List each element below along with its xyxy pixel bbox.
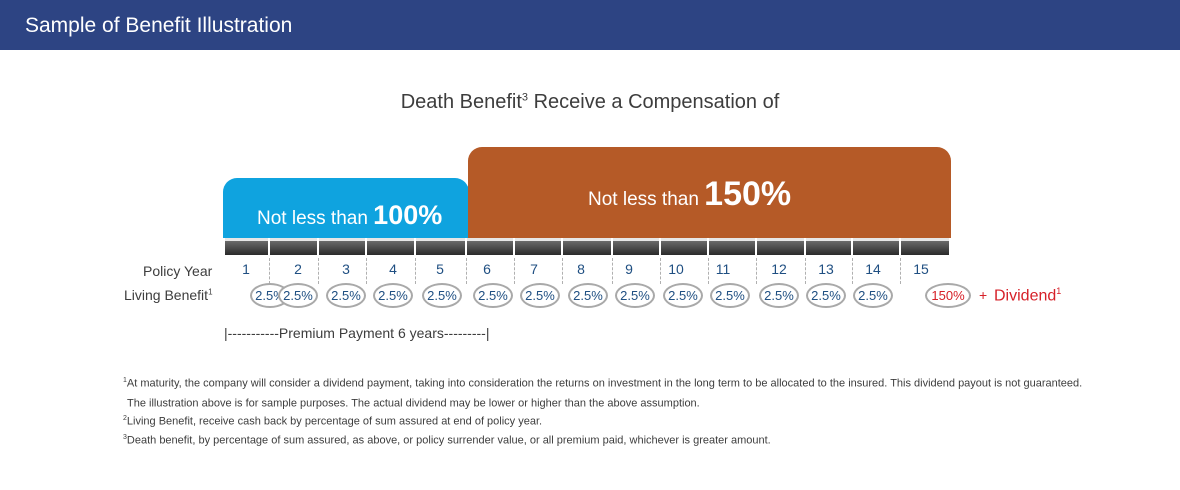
living-benefit-label: Living Benefit1 [124, 287, 213, 303]
timeline-segment [515, 238, 561, 255]
page-title: Death Benefit3 Receive a Compensation of [0, 91, 1180, 114]
year-divider [900, 258, 901, 284]
timeline-segment [806, 238, 851, 255]
death-benefit-100-box: Not less than 100% [223, 178, 469, 238]
dividend-label: Dividend1 [994, 286, 1061, 305]
timeline-segment [661, 238, 707, 255]
living-benefit-value: 2.5% [615, 283, 655, 308]
policy-year: 14 [865, 261, 881, 277]
year-divider [466, 258, 467, 284]
living-benefit-value: 2.5% [473, 283, 513, 308]
year-divider [415, 258, 416, 284]
policy-year: 11 [715, 261, 731, 277]
policy-year: 6 [483, 261, 491, 277]
timeline-segment [613, 238, 659, 255]
year-divider [562, 258, 563, 284]
title-text: Death Benefit [400, 91, 522, 113]
header-bar: Sample of Benefit Illustration [0, 0, 1180, 50]
year-divider [318, 258, 319, 284]
header-title: Sample of Benefit Illustration [25, 14, 293, 37]
timeline-segment [901, 238, 949, 255]
living-benefit-value: 2.5% [759, 283, 799, 308]
footnote-text: Death benefit, by percentage of sum assu… [126, 434, 771, 447]
policy-year: 12 [771, 261, 787, 277]
policy-year: 5 [436, 261, 444, 277]
dividend-text: Dividend [994, 287, 1057, 305]
year-divider [805, 258, 806, 284]
footnote-text: The illustration above is for sample pur… [127, 397, 700, 410]
policy-year: 7 [530, 261, 538, 277]
box2-prefix: Not less than [588, 189, 705, 210]
footnote: 2Living Benefit, receive cash back by pe… [123, 415, 542, 428]
policy-year-label: Policy Year [143, 263, 213, 279]
policy-year: 10 [668, 261, 684, 277]
timeline-segment [416, 238, 465, 255]
living-benefit-value: 2.5% [853, 283, 893, 308]
dividend-footnote-ref: 1 [1056, 286, 1062, 296]
year-divider [514, 258, 515, 284]
policy-year: 1 [242, 261, 250, 277]
box1-label: Not less than 100% [257, 200, 442, 231]
policy-year: 8 [577, 261, 585, 277]
footnote: 3Death benefit, by percentage of sum ass… [123, 434, 771, 447]
title-rest: Receive a Compensation of [528, 91, 780, 113]
policy-year: 3 [342, 261, 350, 277]
living-benefit-value: 2.5% [663, 283, 703, 308]
policy-year: 13 [818, 261, 834, 277]
timeline-segment [757, 238, 804, 255]
living-benefit-value: 2.5% [806, 283, 846, 308]
year-divider [756, 258, 757, 284]
footnote-number: 1 [123, 377, 127, 384]
timeline-segment [853, 238, 899, 255]
living-benefit-value: 2.5% [422, 283, 462, 308]
policy-year: 9 [625, 261, 633, 277]
box2-value: 150% [704, 175, 792, 213]
box1-value: 100% [373, 200, 443, 230]
year-divider [660, 258, 661, 284]
policy-year: 4 [389, 261, 397, 277]
timeline-segment [367, 238, 414, 255]
timeline-segment [467, 238, 513, 255]
policy-year: 2 [294, 261, 302, 277]
living-benefit-value: 2.5% [520, 283, 560, 308]
timeline-segment [709, 238, 755, 255]
box2-label: Not less than 150% [588, 175, 791, 214]
timeline-segment [319, 238, 365, 255]
living-benefit-footnote-ref: 1 [208, 287, 213, 297]
year-divider [708, 258, 709, 284]
year-divider [269, 258, 270, 284]
living-benefit-value: 2.5% [373, 283, 413, 308]
premium-payment-note: |-----------Premium Payment 6 years-----… [224, 325, 490, 341]
box1-prefix: Not less than [257, 208, 374, 229]
timeline-segment [563, 238, 611, 255]
title-footnote-ref: 3 [521, 91, 529, 104]
living-benefit-value: 2.5% [278, 283, 318, 308]
living-benefit-text: Living Benefit [124, 287, 209, 303]
footnote-text: Living Benefit, receive cash back by per… [126, 415, 543, 428]
living-benefit-value: 2.5% [326, 283, 366, 308]
living-benefit-final: 150% [925, 283, 971, 308]
footnote-number: 3 [123, 434, 127, 441]
living-benefit-value: 2.5% [568, 283, 608, 308]
living-benefit-value: 2.5% [710, 283, 750, 308]
year-divider [612, 258, 613, 284]
timeline-segment [270, 238, 317, 255]
footnote: The illustration above is for sample pur… [127, 397, 700, 410]
death-benefit-150-box: Not less than 150% [468, 147, 951, 238]
footnote-text: At maturity, the company will consider a… [126, 377, 1083, 390]
plus-sign: + [979, 287, 988, 303]
timeline-segment [225, 238, 268, 255]
year-divider [852, 258, 853, 284]
policy-year: 15 [913, 261, 929, 277]
footnote-number: 2 [123, 415, 127, 422]
year-divider [366, 258, 367, 284]
footnote: 1At maturity, the company will consider … [123, 377, 1082, 390]
